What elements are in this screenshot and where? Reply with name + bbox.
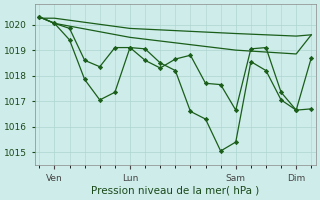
X-axis label: Pression niveau de la mer( hPa ): Pression niveau de la mer( hPa ) — [91, 186, 260, 196]
